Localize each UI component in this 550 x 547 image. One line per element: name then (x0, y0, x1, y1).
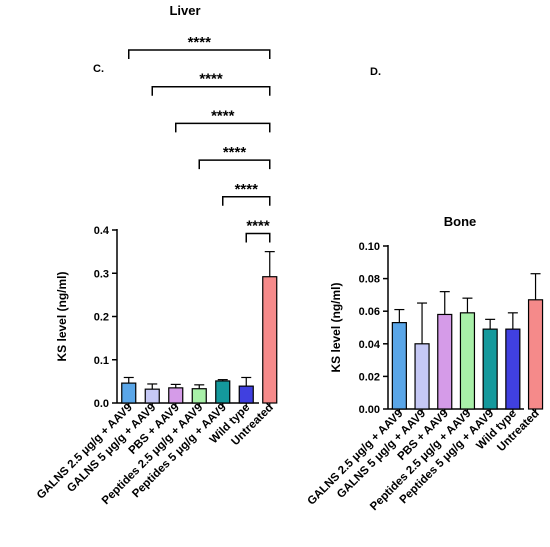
liver-y-axis-label: KS level (ng/ml) (55, 271, 69, 361)
liver-y-tick-label: 0.3 (94, 268, 109, 280)
liver-bar (262, 276, 278, 404)
bone-chart: D. Bone KS level (ng/ml) 0.00 0.02 0.04 0.06 0.… (305, 66, 544, 513)
liver-significance-label: **** (211, 107, 235, 124)
liver-significance-label: **** (235, 181, 259, 198)
liver-significance-bracket (175, 122, 271, 133)
liver-significance-bracket (198, 159, 271, 170)
bone-bar (459, 312, 476, 410)
liver-y-tick-label: 0.0 (94, 398, 109, 410)
liver-significance-label: **** (199, 71, 223, 88)
liver-significance-label: **** (188, 34, 212, 51)
liver-significance-bracket (128, 49, 271, 59)
liver-title: Liver (169, 3, 200, 18)
liver-significance-label: **** (223, 144, 247, 161)
bone-bar (505, 328, 521, 410)
liver-bar (168, 387, 184, 404)
liver-significance-bracket (245, 232, 271, 243)
liver-y-tick-label: 0.1 (94, 355, 109, 367)
liver-panel-label: C. (93, 63, 104, 75)
liver-bar (144, 388, 160, 404)
bone-bar (482, 328, 498, 410)
liver-bar (238, 385, 254, 404)
bone-y-tick-label: 0.08 (359, 274, 380, 286)
bone-bar (391, 322, 407, 410)
bone-panel-label: D. (370, 66, 381, 78)
bone-y-tick-label: 0.04 (359, 339, 381, 351)
bone-title: Bone (444, 214, 477, 229)
bone-bar (527, 299, 544, 410)
bone-bar (437, 313, 453, 410)
bone-y-tick-label: 0.00 (359, 404, 380, 416)
liver-bar (121, 382, 137, 404)
bone-y-tick-label: 0.10 (359, 241, 380, 253)
bone-y-tick-label: 0.02 (359, 371, 380, 383)
liver-significance-label: **** (246, 218, 270, 235)
liver-y-tick-label: 0.2 (94, 312, 109, 324)
bone-bar (414, 343, 430, 410)
liver-significance-bracket (151, 85, 271, 96)
liver-y-tick-label: 0.4 (94, 225, 110, 237)
bone-y-tick-label: 0.06 (359, 306, 380, 318)
liver-significance-bracket (222, 196, 271, 206)
bone-y-axis-label: KS level (ng/ml) (329, 282, 343, 372)
liver-bar (191, 388, 207, 404)
liver-bar (215, 380, 231, 404)
